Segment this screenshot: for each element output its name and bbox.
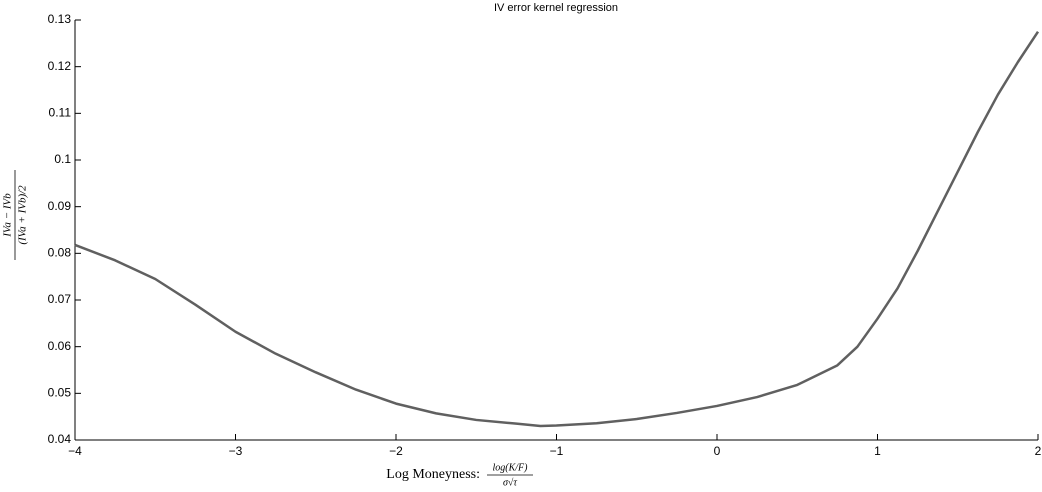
x-tick-label: 1 xyxy=(874,444,881,458)
x-tick-label: −3 xyxy=(229,444,243,458)
y-tick-label: 0.07 xyxy=(48,292,72,306)
y-tick-label: 0.1 xyxy=(54,152,71,166)
x-label-numerator: log(K/F) xyxy=(493,462,529,473)
y-tick-label: 0.08 xyxy=(48,246,72,260)
y-tick-label: 0.12 xyxy=(48,59,72,73)
x-label-denominator: σ√τ xyxy=(503,477,517,488)
y-tick-label: 0.06 xyxy=(48,339,72,353)
x-tick-label: −1 xyxy=(550,444,564,458)
y-label-denominator: (IVa + IVb)/2 xyxy=(17,185,29,245)
chart-title: IV error kernel regression xyxy=(494,2,618,14)
y-tick-label: 0.09 xyxy=(48,199,72,213)
y-tick-label: 0.11 xyxy=(49,106,72,120)
x-tick-label: 2 xyxy=(1035,444,1042,458)
y-tick-label: 0.05 xyxy=(48,386,72,400)
data-line xyxy=(74,30,1040,428)
y-tick-label: 0.04 xyxy=(48,432,72,446)
y-tick-label: 0.13 xyxy=(48,12,72,26)
y-label-numerator: IVa − IVb xyxy=(2,193,14,238)
x-label: Log Moneyness: xyxy=(386,467,480,482)
x-tick-label: −2 xyxy=(389,444,403,458)
x-tick-label: 0 xyxy=(714,444,721,458)
x-tick-label: −4 xyxy=(68,444,82,458)
